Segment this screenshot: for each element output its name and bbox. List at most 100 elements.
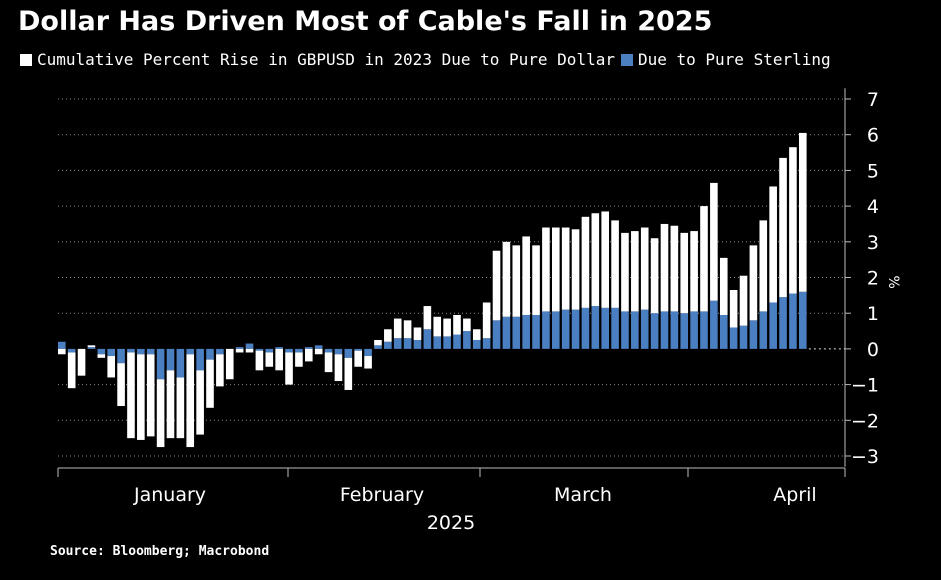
bar-dollar (591, 213, 600, 307)
bar-dollar (393, 318, 402, 339)
bar-dollar (660, 223, 669, 312)
bar-dollar (413, 327, 422, 340)
bar-dollar (621, 232, 629, 312)
bar-dollar (670, 225, 679, 312)
bar-dollar (739, 275, 748, 326)
bar-dollar (344, 357, 353, 390)
bar-sterling (413, 339, 422, 349)
bar-dollar (305, 348, 313, 362)
bar-sterling (739, 325, 748, 349)
bar-dollar (324, 352, 333, 373)
bar-sterling (354, 348, 362, 351)
bar-dollar (700, 206, 708, 312)
y-axis-unit-label: % (885, 276, 901, 289)
bar-dollar (552, 227, 560, 312)
bar-sterling (265, 348, 274, 353)
bar-dollar (532, 245, 540, 315)
bar-dollar (146, 354, 155, 437)
bar-dollar (107, 356, 115, 378)
bar-sterling (799, 291, 807, 349)
bar-dollar (502, 241, 511, 317)
bar-dollar (176, 377, 185, 439)
bar-dollar (680, 232, 689, 314)
bar-dollar (542, 227, 550, 312)
bar-sterling (512, 316, 521, 349)
bar-dollar (522, 236, 530, 315)
bar-sterling (502, 316, 511, 349)
bar-sterling (384, 341, 392, 349)
bar-dollar (127, 352, 135, 439)
stacked-bar-chart: 7 6 5 4 3 2 1 0 −1 −2 −3% January February March April… (57, 88, 901, 534)
bar-sterling (453, 334, 461, 349)
x-month-label: April (773, 484, 816, 506)
y-tick-label: 7 (867, 89, 879, 111)
bar-dollar (799, 132, 807, 292)
bar-sterling (749, 320, 758, 349)
bar-sterling (305, 347, 313, 349)
bar-sterling (245, 343, 254, 349)
bar-dollar (729, 289, 738, 328)
bar-sterling (571, 309, 580, 349)
bar-sterling (759, 311, 768, 349)
bar-sterling (314, 345, 323, 349)
bar-dollar (206, 359, 214, 408)
bar-dollar (186, 354, 195, 448)
bar-sterling (403, 338, 412, 349)
bar-dollar (581, 216, 590, 308)
bar-sterling (107, 348, 115, 357)
bar-sterling (285, 348, 293, 353)
bar-dollar (561, 227, 570, 310)
bar-dollar (690, 231, 698, 312)
bar-sterling (710, 300, 718, 349)
bar-dollar (601, 211, 609, 308)
bar-dollar (640, 227, 649, 310)
bar-dollar (364, 356, 372, 369)
bar-sterling (650, 313, 659, 349)
bar-sterling (235, 347, 244, 349)
bar-sterling (552, 311, 560, 349)
bar-dollar (789, 147, 797, 294)
bar-sterling (542, 311, 550, 349)
x-month-label: February (340, 484, 424, 506)
source-note: Source: Bloomberg; Macrobond (50, 544, 270, 559)
bar-sterling (127, 348, 135, 353)
bar-dollar (354, 350, 362, 367)
bar-sterling (779, 297, 787, 349)
bar-sterling (660, 311, 669, 349)
bar-dollar (216, 354, 224, 387)
bar-dollar (374, 339, 382, 346)
bar-dollar (779, 157, 787, 298)
bar-sterling (196, 348, 204, 371)
bar-dollar (769, 186, 777, 303)
bar-dollar (611, 220, 619, 308)
bar-dollar (384, 329, 392, 342)
bar-sterling (522, 314, 530, 349)
bar-dollar (453, 314, 461, 335)
bar-dollar (255, 350, 264, 371)
bar-dollar (492, 250, 501, 321)
x-axis-year-label: 2025 (427, 512, 475, 534)
bar-dollar (245, 348, 254, 353)
y-tick-label: 3 (867, 232, 879, 254)
bar-sterling (472, 339, 481, 349)
chart-title: Dollar Has Driven Most of Cable's Fall i… (18, 6, 713, 37)
legend: Cumulative Percent Rise in GBPUSD in 202… (18, 50, 835, 69)
bar-sterling (601, 307, 609, 349)
bar-sterling (97, 348, 106, 355)
bar-dollar (156, 379, 165, 448)
bar-sterling (690, 311, 698, 349)
y-tick-label: 0 (867, 339, 879, 361)
bar-dollar (225, 348, 234, 380)
bar-sterling (166, 348, 175, 371)
bar-sterling (719, 314, 728, 349)
bar-sterling (680, 313, 689, 349)
bar-dollar (314, 348, 323, 355)
bar-sterling (364, 348, 372, 357)
bar-sterling (58, 341, 66, 349)
bar-sterling (640, 309, 649, 349)
bar-sterling (769, 302, 777, 349)
bar-sterling (206, 348, 214, 360)
bar-sterling (295, 348, 303, 353)
bar-dollar (719, 257, 728, 315)
bar-sterling (621, 311, 629, 349)
